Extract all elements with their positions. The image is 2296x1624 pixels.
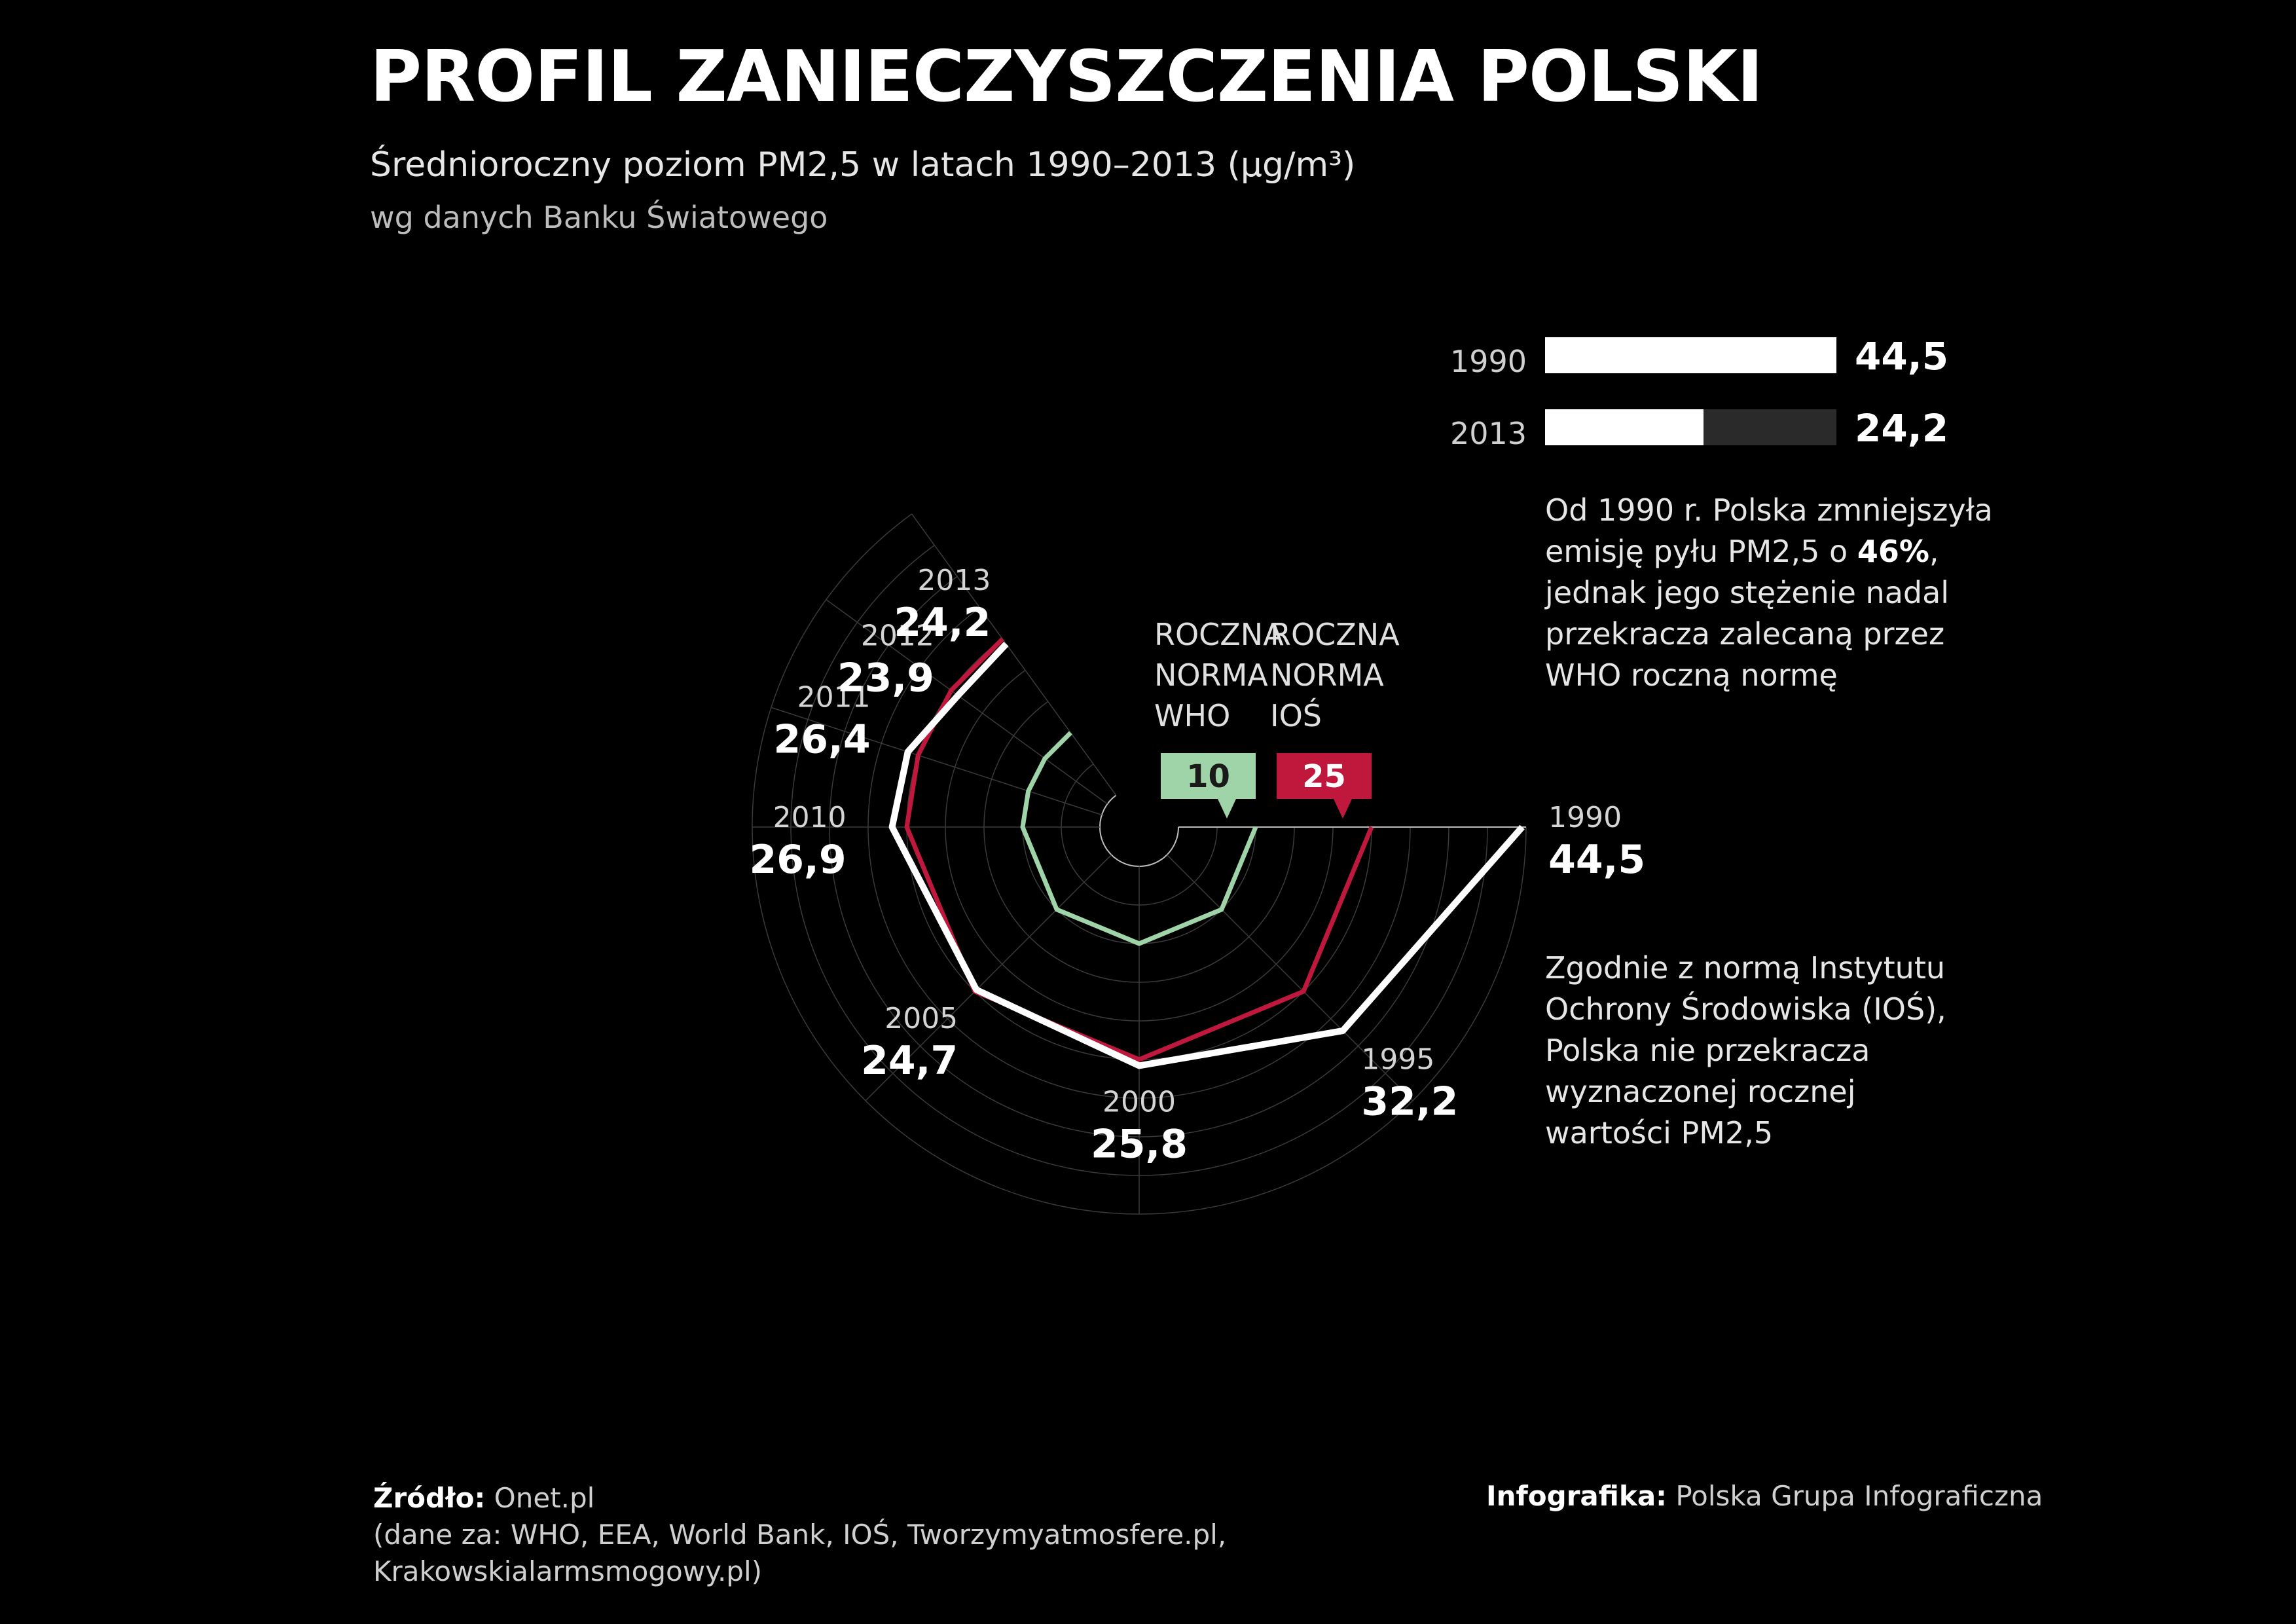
reference-line-0 xyxy=(1020,731,1258,946)
chart-grid xyxy=(752,513,1527,1215)
value-label-2000: 25,8 xyxy=(1091,1121,1188,1167)
emission-reduction-note: Od 1990 r. Polska zmniejszyła emisję pył… xyxy=(1545,490,2016,696)
grid-spoke xyxy=(865,854,1112,1101)
year-label-2011: 2011 xyxy=(797,681,871,714)
norm-label-1-2: IOŚ xyxy=(1270,698,1322,733)
year-label-2010: 2010 xyxy=(773,801,847,834)
norm-value-1: 25 xyxy=(1302,758,1346,795)
year-label-2000: 2000 xyxy=(1102,1085,1176,1118)
grid-spoke xyxy=(771,707,1102,816)
year-label-2013: 2013 xyxy=(917,564,991,597)
grid-spoke xyxy=(826,599,1108,805)
page-title: PROFIL ZANIECZYSZCZENIA POLSKI xyxy=(370,36,1763,118)
grid-arc xyxy=(829,576,1449,1137)
note-text-before: Od 1990 r. Polska zmniejszyła emisję pył… xyxy=(1545,492,1993,569)
grid-arc xyxy=(1099,794,1179,867)
norm-flag-0 xyxy=(1161,753,1256,819)
ios-norm-note: Zgodnie z normą Instytutu Ochrony Środow… xyxy=(1545,950,1946,1151)
norm-label-1-1: NORMA xyxy=(1270,657,1384,693)
norm-label-0-2: WHO xyxy=(1154,698,1230,733)
note-text-after: , jednak jego stężenie nadal przekracza … xyxy=(1545,534,1950,693)
value-label-2005: 24,7 xyxy=(861,1038,958,1084)
year-label-2005: 2005 xyxy=(884,1002,958,1035)
value-label-2012: 23,9 xyxy=(837,655,934,701)
grid-spoke xyxy=(1166,854,1413,1101)
comparison-bar-2013 xyxy=(1545,409,1704,445)
grid-arc xyxy=(945,669,1334,1022)
year-label-2012: 2012 xyxy=(861,619,934,653)
year-label-1990: 1990 xyxy=(1548,801,1622,834)
value-label-1995: 32,2 xyxy=(1361,1079,1458,1124)
comparison-bar-1990 xyxy=(1545,337,1836,373)
credit-label: Infografika: xyxy=(1486,1480,1667,1512)
norm-value-0: 10 xyxy=(1186,758,1230,795)
source-label: Źródło: xyxy=(373,1482,486,1514)
grid-arc xyxy=(752,513,1527,1215)
grid-arc xyxy=(983,701,1295,983)
footer-credit: Infografika: Polska Grupa Infograficzna xyxy=(1486,1480,2043,1512)
comparison-year-2013: 2013 xyxy=(1450,416,1527,451)
value-label-1990: 44,5 xyxy=(1548,837,1645,883)
value-label-2010: 26,9 xyxy=(750,837,847,883)
note-highlight-percent: 46% xyxy=(1857,534,1929,569)
footer-source: Źródło: Onet.pl (dane za: WHO, EEA, Worl… xyxy=(373,1480,1355,1590)
chart-subtitle: Średnioroczny poziom PM2,5 w latach 1990… xyxy=(370,145,1356,185)
comparison-value-2013: 24,2 xyxy=(1855,406,1949,451)
value-label-2013: 24,2 xyxy=(894,600,991,646)
grid-arc xyxy=(790,544,1488,1176)
reference-lines xyxy=(904,637,1374,1062)
source-details: (dane za: WHO, EEA, World Bank, IOŚ, Two… xyxy=(373,1519,1227,1587)
series-line xyxy=(888,642,1525,1069)
credit-value: Polska Grupa Infograficzna xyxy=(1666,1480,2043,1512)
source-value: Onet.pl xyxy=(485,1482,595,1514)
reference-line-1 xyxy=(904,637,1374,1062)
norm-label-0-1: NORMA xyxy=(1154,657,1268,693)
value-label-2011: 26,4 xyxy=(774,717,871,763)
norm-label-0-0: ROCZNA xyxy=(1154,617,1284,652)
data-source-note: wg danych Banku Światowego xyxy=(370,200,828,235)
grid-arc xyxy=(867,607,1411,1099)
grid-spoke xyxy=(911,513,1117,796)
data-series xyxy=(888,642,1525,1069)
comparison-value-1990: 44,5 xyxy=(1855,334,1949,378)
year-label-1995: 1995 xyxy=(1361,1043,1434,1076)
norm-label-1-0: ROCZNA xyxy=(1270,617,1400,652)
norm-flag-1 xyxy=(1277,753,1372,819)
comparison-year-1990: 1990 xyxy=(1450,344,1527,379)
